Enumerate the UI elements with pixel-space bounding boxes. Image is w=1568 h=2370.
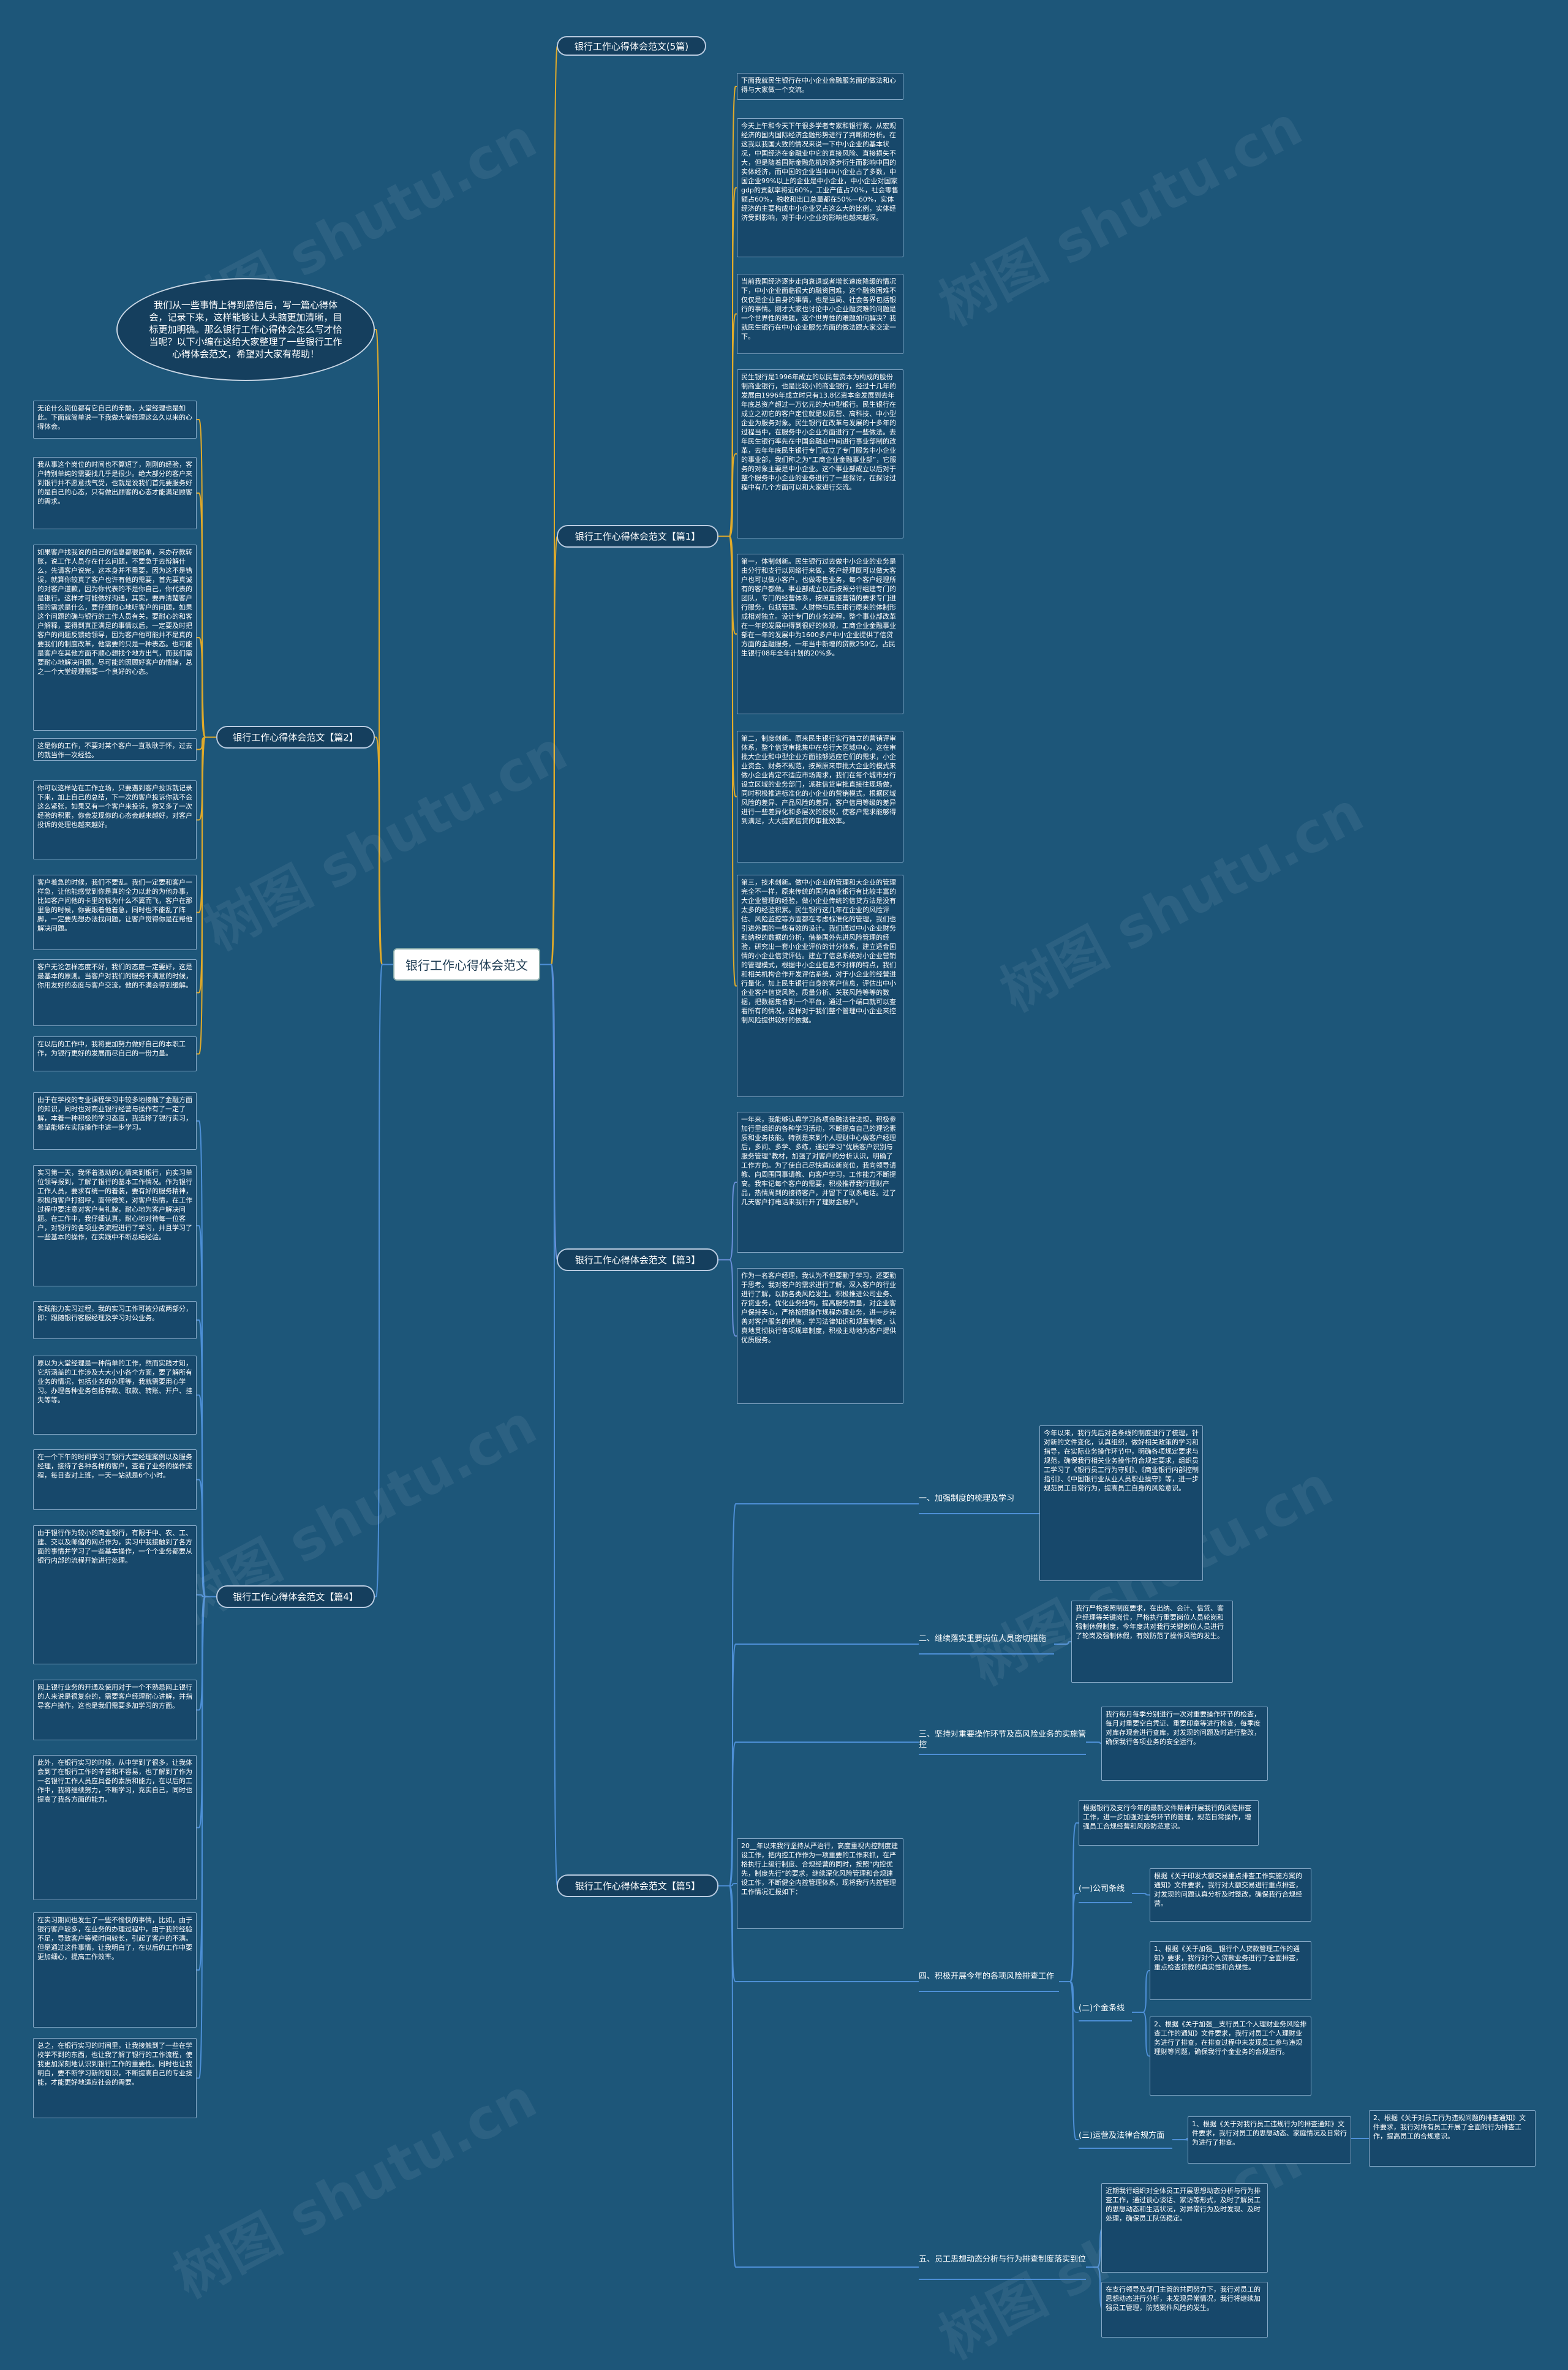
connector [1132, 1893, 1150, 1896]
group-label: (三)运营及法律合规方面 [1079, 2130, 1172, 2149]
text-box: 实践能力实习过程，我的实习工作可被分成两部分，即：跟随银行客服经理及学习对公业务… [33, 1301, 197, 1339]
text-box: 你可以这样站在工作立场，只要遇到客户投诉就记录下来，加上自己的总结，下一次的客户… [33, 780, 197, 859]
group-label: (一)公司条线 [1079, 1884, 1132, 1903]
connector [1059, 1822, 1079, 1982]
connector [197, 637, 216, 738]
connector [197, 1596, 216, 2079]
connector [1059, 1981, 1079, 2013]
connector [718, 313, 737, 537]
section-label: 五、员工思想动态分析与行为排查制度落实到位 [919, 2254, 1086, 2280]
central-topic: 银行工作心得体会范文 [393, 948, 540, 981]
text-box: 如果客户找我说的自己的信息都很简单，来办存款转账，说工作人员存在什么问题，不要急… [33, 545, 197, 731]
text-box: 我行严格按照制度要求，在出纳、会计、信贷、客户经理等关键岗位，严格执行重要岗位人… [1071, 1601, 1233, 1683]
text-box: 2、根据《关于加强__支行员工个人理财业务风险排查工作的通知》文件要求，我行对员… [1150, 2017, 1311, 2096]
text-box: 今年以来，我行先后对各条线的制度进行了梳理，针对新的文件变化，认真组织，做好相关… [1039, 1425, 1203, 1581]
connector [197, 492, 216, 738]
connector [718, 187, 737, 537]
text-box: 作为一名客户经理，我认为不但要勤于学习，还要勤于思考。我对客户的需求进行了解，深… [737, 1268, 903, 1404]
text-box: 由于在学校的专业课程学习中较多地接触了金融方面的知识，同时也对商业银行经营与操作… [33, 1092, 197, 1150]
text-box: 无论什么岗位都有它自己的辛酸，大堂经理也是如此。下面就简单说一下我做大堂经理这么… [33, 401, 197, 439]
connector [718, 1182, 737, 1261]
section-label: 一、加强制度的梳理及学习 [919, 1493, 1062, 1514]
connector [197, 736, 216, 994]
text-box: 第三，技术创新。做中小企业的管理和大企业的管理完全不一样，原来传统的国内商业银行… [737, 875, 903, 1097]
connector [197, 1596, 216, 1971]
text-box: 客户无论怎样态度不好，我们的态度一定要好，这是最基本的原则。当客户对我们的服务不… [33, 959, 197, 1026]
text-box: 一年来，我能够认真学习各项金融法律法规，积极参加行里组织的各种学习活动，不断提高… [737, 1112, 903, 1253]
connector [197, 1479, 216, 1598]
text-box: 20__年以来我行坚持从严治行，高度重视内控制度建设工作，把内控工作作为一项重要… [737, 1838, 903, 1929]
connector [1086, 1742, 1104, 1745]
connector [375, 736, 393, 965]
text-box: 下面我就民生银行在中小企业金融服务面的做法和心得与大家做一个交流。 [737, 73, 903, 100]
intro-bubble: 我们从一些事情上得到感悟后，写一篇心得体会，记录下来，这样能够让人头脑更加清晰，… [116, 278, 375, 381]
text-box: 第二，制度创新。原来民生银行实行独立的营销评审体系，整个信贷审批集中在总行大区域… [737, 731, 903, 862]
text-box: 我从事这个岗位的时间也不算短了，刚刚的经验，客户特别单纯的需要找几乎是很少。绝大… [33, 457, 197, 529]
connector [1059, 1981, 1079, 2140]
text-box: 由于银行作为较小的商业银行，有限于中、农、工、建、交以及邮储的网点作为，实习中我… [33, 1525, 197, 1664]
connector [1132, 1970, 1150, 2013]
text-box: 在一个下午的时间学习了银行大堂经理案例以及服务经理，接待了各种各样的客户，查看了… [33, 1449, 197, 1510]
text-box: 根据银行及支行今年的最新文件精神开展我行的风险排查工作，进一步加强对业务环节的管… [1079, 1800, 1259, 1846]
connector [197, 736, 216, 1055]
connector [718, 1885, 919, 2268]
connector [718, 535, 737, 987]
connector [718, 535, 737, 798]
connector [1132, 2012, 1150, 2057]
section-label: 二、继续落实重要岗位人员密切措施 [919, 1634, 1054, 1655]
text-box: 在实习期间也发生了一些不愉快的事情，比如，由于银行客户较多，在业务的办理过程中，… [33, 1912, 197, 2028]
connector [375, 964, 393, 1598]
branch-topic: 银行工作心得体会范文【篇4】 [216, 1585, 375, 1608]
text-box: 原以为大堂经理是一种简单的工作，然而实践才知，它所涵盖的工作涉及大大小小各个方面… [33, 1356, 197, 1435]
text-box: 第一，体制创新。民生银行过去做中小企业的业务是由分行和支行以网络行来做，客户经理… [737, 554, 903, 714]
connector [718, 1742, 919, 1887]
text-box: 在支行领导及部门主管的共同努力下，我行对员工的思想动态进行分析，未发现异常情况，… [1101, 2282, 1268, 2338]
text-box: 在以后的工作中，我将更加努力做好自己的本职工作，为银行更好的发展而尽自己的一份力… [33, 1036, 197, 1071]
text-box: 客户着急的时候，我们不要乱。我们一定要和客户一样急，让他能感觉到你是真的全力以赴… [33, 875, 197, 950]
connector [540, 535, 558, 965]
text-box: 当前我国经济逐步走向衰退或者增长速度降缓的情况下，中小企业面临很大的融资困难，这… [737, 274, 903, 354]
text-box: 我行每月每季分别进行一次对重要操作环节的检查，每月对重要空白凭证、重要印章等进行… [1101, 1707, 1268, 1781]
connector [718, 1503, 919, 1887]
connector [718, 86, 737, 537]
group-label: (二)个金条线 [1079, 2003, 1132, 2021]
text-box: 1、根据《关于对我行员工违规行为的排查通知》文件要求，我行对员工的思想动态、家庭… [1188, 2116, 1351, 2164]
connector [1059, 1893, 1079, 1982]
connector [197, 419, 216, 738]
connector [1054, 1641, 1072, 1645]
connector [197, 1120, 216, 1598]
connector [375, 329, 393, 965]
branch-topic: 银行工作心得体会范文【篇3】 [557, 1248, 718, 1271]
connector [540, 964, 558, 1887]
branch-topic: 银行工作心得体会范文【篇5】 [557, 1874, 718, 1897]
text-box: 网上银行业务的开通及使用对于一个不熟悉网上银行的人来说是很复杂的，需要客户经理耐… [33, 1680, 197, 1740]
text-box: 2、根据《关于对员工行为违规问题的排查通知》文件要求，我行对所有员工开展了全面的… [1369, 2110, 1536, 2167]
text-box: 此外，在银行实习的时候，从中学到了很多，让我体会到了在银行工作的辛苦和不容易，也… [33, 1755, 197, 1900]
connector [718, 1259, 737, 1337]
text-box: 这是你的工作，不要对某个客户一直耿耿于怀，过去的就当作一次经验。 [33, 738, 197, 761]
text-box: 近期我行组织对全体员工开展思想动态分析与行为排查工作，通过谈心谈话、家访等形式，… [1101, 2183, 1268, 2273]
section-label: 三、坚持对重要操作环节及高风险业务的实施管控 [919, 1729, 1086, 1755]
connector [718, 453, 737, 537]
section-label: 四、积极开展今年的各项风险排查工作 [919, 1971, 1059, 1992]
branch-topic: 银行工作心得体会范文【篇1】 [557, 525, 718, 548]
text-box: 总之，在银行实习的时间里，让我接触到了一些在学校学不到的东西，也让我了解了银行的… [33, 2038, 197, 2118]
connector [197, 736, 216, 750]
branch-topic: 银行工作心得体会范文【篇2】 [216, 726, 375, 749]
text-box: 实习第一天，我怀着激动的心情来到银行，向实习单位领导报到，了解了银行的基本工作情… [33, 1165, 197, 1286]
branch-topic: 银行工作心得体会范文(5篇) [557, 36, 706, 56]
text-box: 根据《关于印发大额交易重点排查工作实施方案的通知》文件要求，我行对大额交易进行重… [1150, 1868, 1311, 1922]
text-box: 今天上午和今天下午很多学者专家和银行家，从宏观经济的国内国际经济金融形势进行了判… [737, 118, 903, 257]
connector [718, 535, 737, 635]
text-box: 1、根据《关于加强__银行个人贷款管理工作的通知》要求，我行对个人贷款业务进行了… [1150, 1941, 1311, 2000]
text-box: 民生银行是1996年成立的以民营资本为构成的股份制商业银行，也是比较小的商业银行… [737, 369, 903, 538]
